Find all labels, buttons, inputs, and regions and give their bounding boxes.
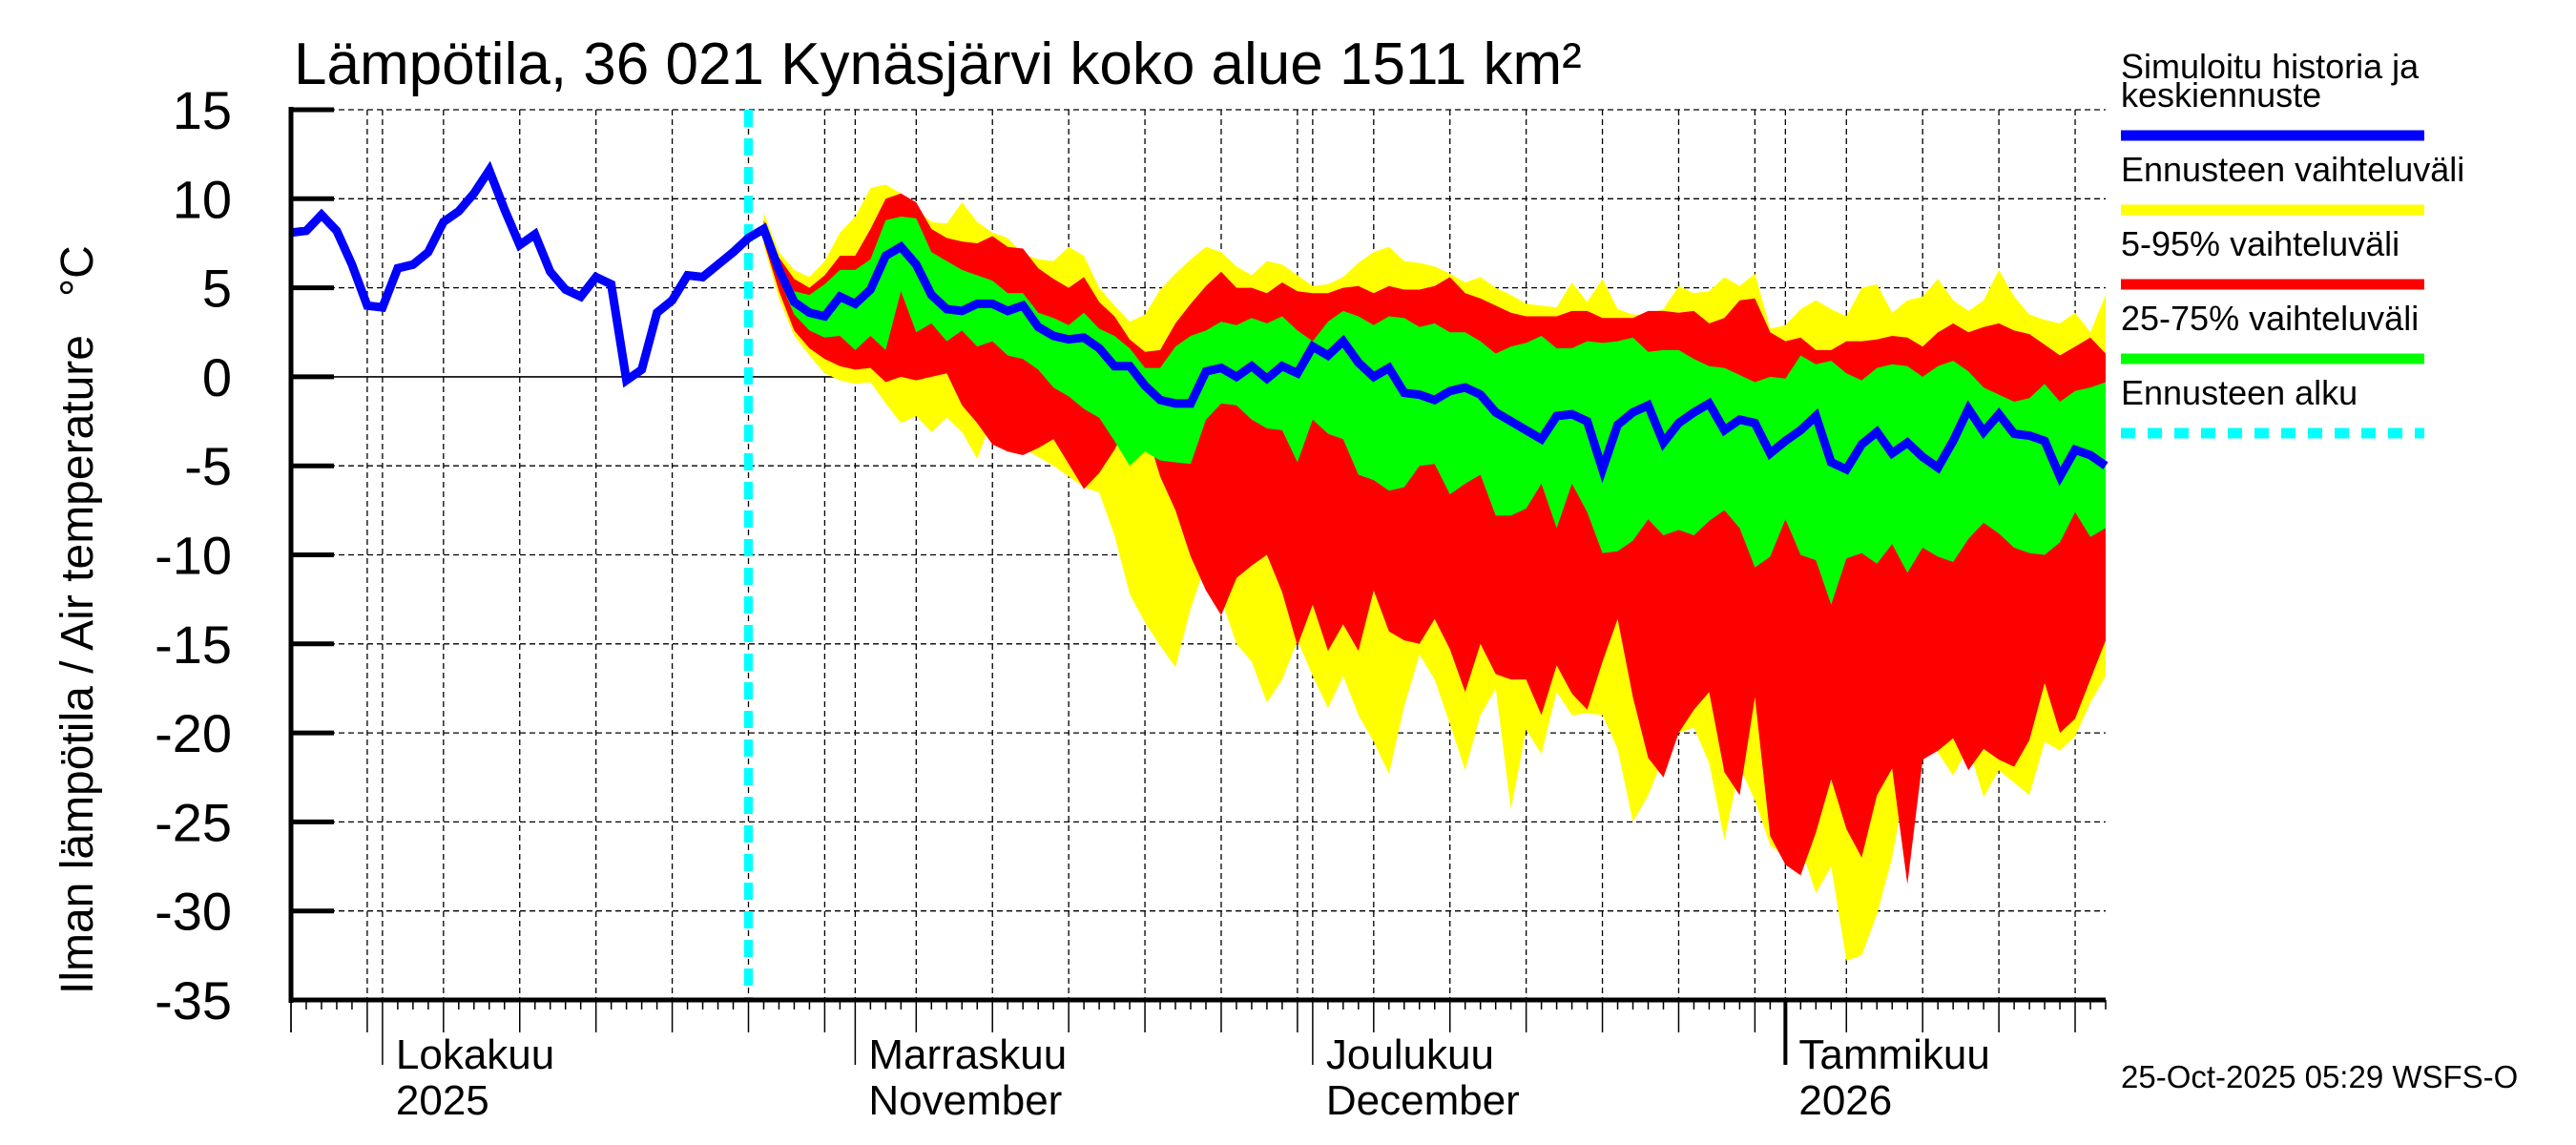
y-tick-labels: 15 10 5 0 -5 -10 -15 -20 -25 -30 -35 (155, 80, 232, 1030)
y-tick-label: -20 (155, 703, 232, 763)
y-tick-label: -35 (155, 970, 232, 1030)
month-label: Joulukuu (1326, 1031, 1494, 1078)
y-tick-label: 10 (173, 169, 232, 229)
legend-label: Simuloitu historia ja (2121, 47, 2420, 86)
y-tick-label: 5 (202, 259, 232, 319)
month-sublabel: December (1326, 1077, 1520, 1124)
y-tick-label: -15 (155, 614, 232, 675)
history-median-line (290, 160, 2109, 487)
month-sublabel: November (868, 1077, 1062, 1124)
y-tick-label: -25 (155, 792, 232, 852)
month-label: Lokakuu (396, 1031, 554, 1078)
y-axis-label: Ilman lämpötila / Air temperature °C (52, 245, 103, 994)
legend-label: keskiennuste (2121, 75, 2321, 114)
chart-title: Lämpötila, 36 021 Kynäsjärvi koko alue 1… (294, 31, 1582, 97)
forecast-bands (763, 184, 2106, 961)
legend-label: 25-75% vaihteluväli (2121, 299, 2419, 338)
month-sublabel: 2026 (1798, 1077, 1892, 1124)
month-sublabel: 2025 (396, 1077, 489, 1124)
legend-label: Ennusteen alku (2121, 373, 2358, 412)
axes (288, 107, 2107, 1065)
month-label: Tammikuu (1798, 1031, 1990, 1078)
y-tick-label: -5 (184, 436, 232, 496)
y-tick-label: -10 (155, 526, 232, 586)
legend-label: Ennusteen vaihteluväli (2121, 150, 2464, 189)
series-lines (290, 110, 2109, 1000)
month-label: Marraskuu (868, 1031, 1067, 1078)
y-tick-label: 15 (173, 80, 232, 140)
y-tick-label: -30 (155, 882, 232, 942)
y-tick-label: 0 (202, 347, 232, 407)
p25-75-band (763, 217, 2106, 605)
timestamp: 25-Oct-2025 05:29 WSFS-O (2121, 1059, 2518, 1094)
legend-label: 5-95% vaihteluväli (2121, 224, 2399, 263)
